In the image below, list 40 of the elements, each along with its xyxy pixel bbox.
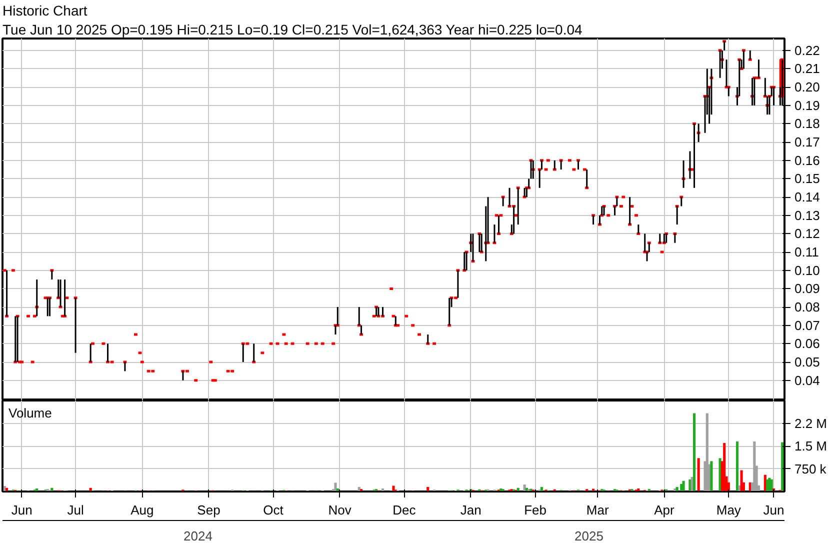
text: 2024 xyxy=(184,528,212,543)
y-tick-label: 0.05 xyxy=(794,354,820,370)
y-tick-label: 0.14 xyxy=(794,190,820,205)
y-tick-label: 0.21 xyxy=(794,61,820,76)
y-tick-label: 0.09 xyxy=(794,281,820,296)
y-tick-label: 0.15 xyxy=(794,171,820,186)
y-tick-label: 1.5 M xyxy=(794,438,828,454)
x-tick-label: Jun xyxy=(763,502,784,518)
text: 2025 xyxy=(574,528,604,543)
y-tick-label: 0.20 xyxy=(794,80,820,95)
y-tick-label: 0.19 xyxy=(794,98,820,113)
x-tick-label: May xyxy=(716,502,742,518)
y-tick-label: 0.16 xyxy=(794,152,820,168)
y-tick-label: 0.08 xyxy=(794,300,820,315)
x-tick-label: Nov xyxy=(328,502,352,518)
x-tick-label: Aug xyxy=(130,502,154,518)
y-tick-label: 0.18 xyxy=(794,116,820,132)
chart-title: Volume xyxy=(8,406,52,420)
y-tick-label: 0.07 xyxy=(794,318,820,333)
y-tick-label: 0.11 xyxy=(794,244,819,260)
x-tick-label: Jun xyxy=(11,502,32,518)
chart-title: Historic Chart xyxy=(2,2,88,18)
x-tick-label: Mar xyxy=(586,502,610,518)
y-tick-label: 750 k xyxy=(794,461,827,476)
y-tick-label: 0.13 xyxy=(794,208,820,223)
y-tick-label: 0.22 xyxy=(794,42,820,58)
chart-subtitle: Tue Jun 10 2025 Op=0.195 Hi=0.215 Lo=0.19 Cl=0.215 Vol=1,624,363 Year hi=0.225 lo=0.04 xyxy=(2,22,583,38)
x-tick-label: Apr xyxy=(654,502,675,518)
x-tick-label: Dec xyxy=(392,502,416,518)
x-tick-label: Jul xyxy=(67,502,84,518)
x-tick-label: Feb xyxy=(524,502,546,518)
x-tick-label: Jan xyxy=(460,502,482,518)
y-tick-label: 2.2 M xyxy=(794,416,828,431)
x-tick-label: Sep xyxy=(197,502,220,518)
y-tick-label: 0.17 xyxy=(794,134,820,150)
y-tick-label: 0.06 xyxy=(794,336,820,352)
y-tick-label: 0.10 xyxy=(794,262,820,278)
y-tick-label: 0.12 xyxy=(794,226,820,242)
x-tick-label: Oct xyxy=(263,502,284,518)
y-tick-label: 0.04 xyxy=(794,372,820,388)
